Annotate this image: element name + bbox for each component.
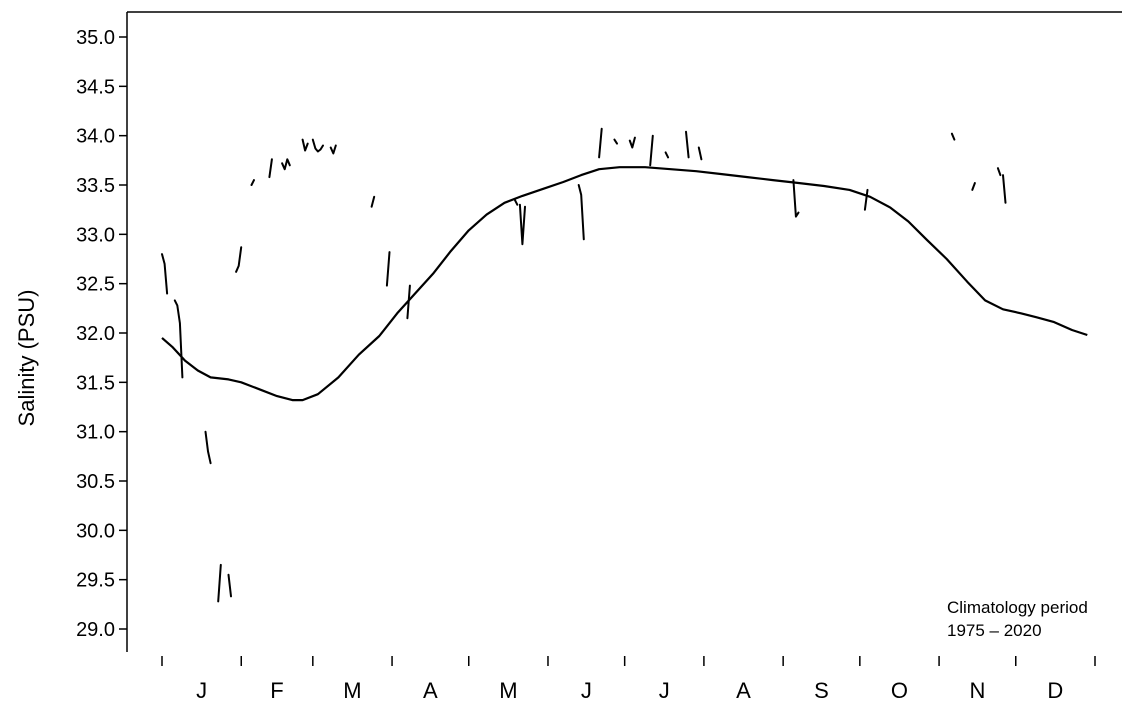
- y-tick-label: 30.0: [76, 520, 115, 542]
- observation-segment: [863, 188, 869, 211]
- observation-segment: [161, 253, 169, 295]
- y-tick-label: 29.0: [76, 619, 115, 641]
- observation-segment: [1002, 174, 1007, 204]
- observation-segment: [792, 179, 800, 218]
- observation-segment: [518, 203, 526, 246]
- climatology-series: [161, 166, 1088, 402]
- x-month-label: J: [659, 678, 670, 700]
- x-month-label: F: [270, 678, 283, 700]
- x-month-label: N: [969, 678, 985, 700]
- y-axis: 29.0 29.5 30.0 30.5 31.0 31.5 32.0 32.5 33.0 33.5…: [76, 27, 127, 641]
- observation-segment: [173, 299, 184, 379]
- observation-segments: [161, 127, 1007, 603]
- y-tick-label: 32.5: [76, 274, 115, 296]
- y-tick-label: 35.0: [76, 27, 115, 49]
- y-tick-label: 34.5: [76, 76, 115, 98]
- y-tick-label: 30.5: [76, 471, 115, 493]
- x-month-label: O: [891, 678, 908, 700]
- observation-segment: [329, 144, 337, 155]
- x-month-label: A: [736, 678, 751, 700]
- observation-segment: [628, 136, 636, 149]
- y-axis-label: Salinity (PSU): [14, 290, 39, 427]
- observation-segment: [204, 430, 212, 465]
- x-month-label: M: [343, 678, 361, 700]
- climatology-line: [161, 166, 1088, 402]
- y-tick-label: 29.5: [76, 570, 115, 592]
- observation-segment: [311, 138, 324, 153]
- observation-segment: [577, 184, 585, 241]
- observation-segment: [227, 573, 232, 598]
- x-month-label: S: [814, 678, 829, 700]
- x-month-label: J: [581, 678, 592, 700]
- y-tick-label: 34.0: [76, 126, 115, 148]
- y-tick-label: 33.5: [76, 175, 115, 197]
- observation-segment: [613, 138, 618, 145]
- observation-segment: [250, 179, 255, 186]
- observation-segment: [281, 158, 291, 171]
- observation-segment: [513, 198, 519, 206]
- y-tick-label: 31.5: [76, 372, 115, 394]
- x-month-label: J: [196, 678, 207, 700]
- observation-segment: [370, 195, 376, 208]
- y-tick-label: 33.0: [76, 224, 115, 246]
- x-month-label: A: [423, 678, 438, 700]
- observation-segment: [996, 167, 1002, 177]
- observation-segment: [971, 182, 976, 191]
- climatology-period-label: Climatology period: [947, 598, 1088, 617]
- y-tick-label: 31.0: [76, 422, 115, 444]
- observation-segment: [217, 563, 222, 603]
- observation-segment: [301, 138, 309, 152]
- observation-segment: [235, 246, 243, 273]
- observation-segment: [950, 132, 956, 141]
- observation-segment: [385, 251, 391, 287]
- observation-segment: [649, 134, 654, 167]
- x-month-label: M: [499, 678, 517, 700]
- observation-segment: [685, 130, 690, 159]
- observation-segment: [268, 158, 273, 179]
- y-tick-label: 32.0: [76, 323, 115, 345]
- observation-segment: [697, 146, 703, 161]
- observation-segment: [598, 127, 603, 159]
- observation-segment: [664, 151, 670, 159]
- x-month-label: D: [1047, 678, 1063, 700]
- climatology-period-years: 1975 – 2020: [947, 621, 1042, 640]
